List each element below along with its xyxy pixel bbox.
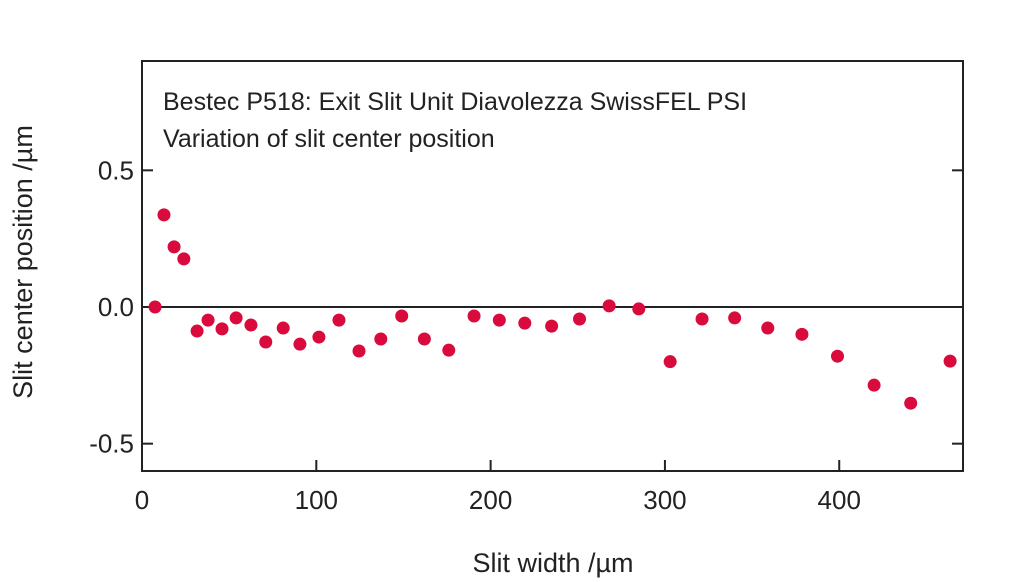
data-point [417, 332, 431, 346]
data-point [518, 316, 532, 330]
data-point [352, 344, 366, 358]
annotation-subtitle: Variation of slit center position [163, 125, 495, 153]
x-tick-label: 200 [469, 485, 512, 515]
annotation-title: Bestec P518: Exit Slit Unit Diavolezza S… [163, 88, 747, 116]
data-point [943, 354, 957, 368]
data-point [276, 321, 290, 335]
data-point [157, 208, 171, 222]
y-tick-label: 0.5 [98, 155, 134, 185]
data-point [312, 330, 326, 344]
data-point [830, 349, 844, 363]
data-point [177, 252, 191, 266]
data-point [374, 332, 388, 346]
data-point [201, 313, 215, 327]
data-point [467, 309, 481, 323]
data-point [663, 355, 677, 369]
data-point [761, 321, 775, 335]
data-point [573, 312, 587, 326]
data-point [442, 343, 456, 357]
y-tick-label: -0.5 [89, 429, 134, 459]
x-tick-label: 100 [295, 485, 338, 515]
data-point [395, 309, 409, 323]
x-tick-label: 400 [818, 485, 861, 515]
data-point [190, 324, 204, 338]
data-point [602, 299, 616, 313]
data-point [492, 313, 506, 327]
data-point [728, 311, 742, 325]
data-point [867, 378, 881, 392]
data-point [293, 337, 307, 351]
data-point [545, 319, 559, 333]
data-point [904, 396, 918, 410]
data-point [215, 322, 229, 336]
data-point [148, 300, 162, 314]
y-axis-title: Slit center position /µm [8, 125, 38, 399]
x-tick-label: 300 [643, 485, 686, 515]
data-point [229, 311, 243, 325]
data-point [632, 302, 646, 316]
data-point [167, 240, 181, 254]
plot-frame [141, 60, 964, 472]
data-point [695, 312, 709, 326]
x-axis-title: Slit width /µm [472, 548, 633, 578]
data-point [332, 313, 346, 327]
y-tick-label: 0.0 [98, 292, 134, 322]
data-point [795, 327, 809, 341]
x-tick-label: 0 [135, 485, 149, 515]
data-point [244, 318, 258, 332]
data-point [259, 335, 273, 349]
